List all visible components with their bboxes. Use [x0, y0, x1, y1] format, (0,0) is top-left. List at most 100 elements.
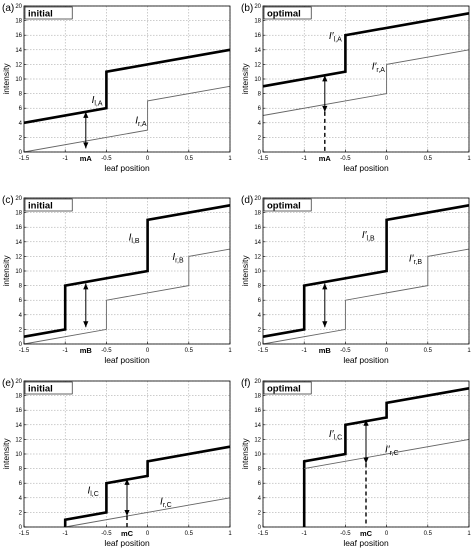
- panel-tag-box: [263, 198, 312, 212]
- y-tick-label: 10: [254, 452, 261, 458]
- series-line-2: [23, 248, 231, 345]
- marker-arrowhead-bottom: [322, 321, 328, 328]
- chart-panel-3: Il,BIr,B-1.5 -1 -0.5 0 0.5 102468101214161820…: [1, 195, 232, 365]
- marker-arrowhead-top: [322, 75, 328, 82]
- chart-panel-5: Il,CIr,C-1.5 -1 -0.5 0 0.5 102468101214161820…: [1, 378, 232, 548]
- y-tick-label: 14: [254, 423, 261, 429]
- y-tick-label: 10: [254, 269, 261, 275]
- x-axis-label: leaf position: [104, 355, 150, 365]
- y-tick-label: 8: [258, 284, 262, 290]
- series-line-1: [23, 204, 231, 338]
- marker-label: mA: [319, 154, 332, 163]
- marker-arrowhead-bottom: [363, 457, 369, 464]
- y-axis-label: intensity: [240, 438, 250, 470]
- y-tick-label: 0: [19, 150, 23, 156]
- x-tick-label: -1.5: [19, 531, 30, 537]
- y-tick-label: 16: [15, 225, 22, 231]
- x-tick-label: -1.5: [258, 348, 269, 354]
- panel-tag: optimal: [267, 384, 301, 395]
- chart-panel-1: Il,AIr,A-1.5 -1 -0.5 0 0.5 102468101214161820…: [1, 3, 232, 173]
- y-tick-label: 8: [19, 284, 23, 290]
- x-tick-label: -1.5: [258, 531, 269, 537]
- y-tick-label: 16: [254, 408, 261, 414]
- curve-label-1: Il,A: [92, 95, 103, 108]
- x-tick-label: -0.5: [340, 156, 351, 162]
- y-tick-label: 10: [15, 77, 22, 83]
- y-tick-label: 14: [254, 48, 261, 54]
- y-axis-label: intensity: [240, 255, 250, 287]
- y-tick-label: 20: [15, 379, 22, 385]
- y-tick-label: 16: [254, 33, 261, 39]
- curve-label-1: Il,C: [87, 485, 98, 498]
- marker-label: mC: [121, 529, 134, 538]
- curve-label-2: Ir,A: [135, 116, 147, 129]
- marker-label: mC: [360, 529, 373, 538]
- y-tick-label: 16: [254, 225, 261, 231]
- marker-arrowhead-top: [83, 111, 89, 118]
- x-tick-label: 1: [228, 156, 232, 162]
- chart-panel-4: I′l,BI′r,B-1.5 -1 -0.5 0 0.5 1024681012141618…: [240, 195, 471, 365]
- y-tick-label: 4: [258, 496, 262, 502]
- series-line-1: [262, 12, 470, 88]
- chart-panel-2: I′l,AI′r,A-1.5 -1 -0.5 0 0.5 1024681012141618…: [240, 3, 471, 173]
- y-tick-label: 12: [254, 254, 261, 260]
- x-tick-label: 0: [385, 156, 389, 162]
- x-axis-label: leaf position: [343, 538, 389, 548]
- y-tick-label: 0: [258, 525, 262, 531]
- x-tick-label: 1: [228, 531, 232, 537]
- panel-tag-box: [263, 381, 312, 395]
- x-tick-label: 0.5: [424, 156, 433, 162]
- x-tick-label: -1: [302, 531, 308, 537]
- panel-tag: optimal: [267, 201, 301, 212]
- y-tick-label: 0: [19, 525, 23, 531]
- marker-arrowhead-top: [83, 283, 89, 290]
- x-tick-label: 0: [385, 348, 389, 354]
- series-line-2: [304, 438, 470, 470]
- panel-tag: optimal: [267, 9, 301, 20]
- y-tick-label: 12: [254, 437, 261, 443]
- marker-arrowhead-top: [124, 478, 130, 485]
- y-axis-label: intensity: [1, 63, 11, 95]
- y-tick-label: 18: [15, 394, 22, 400]
- x-axis-label: leaf position: [104, 163, 150, 173]
- y-tick-label: 20: [254, 379, 261, 385]
- x-tick-label: 0.5: [185, 531, 194, 537]
- x-tick-label: 0: [146, 531, 150, 537]
- x-axis-label: leaf position: [343, 355, 389, 365]
- y-tick-label: 12: [15, 254, 22, 260]
- x-tick-label: -0.5: [101, 156, 112, 162]
- panel-tag-box: [263, 6, 312, 20]
- curve-label-1: Il,B: [129, 232, 140, 245]
- y-tick-label: 6: [258, 298, 262, 304]
- x-tick-label: 0.5: [424, 348, 433, 354]
- y-tick-label: 6: [258, 481, 262, 487]
- x-axis-label: leaf position: [343, 163, 389, 173]
- x-tick-label: -1: [302, 348, 308, 354]
- x-axis-label: leaf position: [104, 538, 150, 548]
- x-tick-label: -1.5: [258, 156, 269, 162]
- y-tick-label: 14: [15, 240, 22, 246]
- panel-tag-box: [24, 6, 73, 20]
- x-tick-label: 0.5: [424, 531, 433, 537]
- y-tick-label: 20: [15, 4, 22, 10]
- y-tick-label: 18: [15, 19, 22, 25]
- x-tick-label: -0.5: [101, 348, 112, 354]
- panel-label: (d): [241, 195, 253, 206]
- y-tick-label: 10: [15, 269, 22, 275]
- y-tick-label: 8: [258, 467, 262, 473]
- y-tick-label: 12: [254, 62, 261, 68]
- marker-arrowhead-bottom: [322, 105, 328, 112]
- y-axis-label: intensity: [1, 438, 11, 470]
- y-tick-label: 6: [258, 106, 262, 112]
- marker-label: mB: [319, 346, 332, 355]
- marker-arrowhead-top: [363, 419, 369, 426]
- x-tick-label: -1: [63, 156, 69, 162]
- x-tick-label: 0.5: [185, 156, 194, 162]
- y-tick-label: 10: [254, 77, 261, 83]
- y-tick-label: 2: [19, 135, 23, 141]
- y-tick-label: 10: [15, 452, 22, 458]
- panel-label: (b): [241, 3, 253, 14]
- y-tick-label: 8: [19, 92, 23, 98]
- x-tick-label: -1: [63, 531, 69, 537]
